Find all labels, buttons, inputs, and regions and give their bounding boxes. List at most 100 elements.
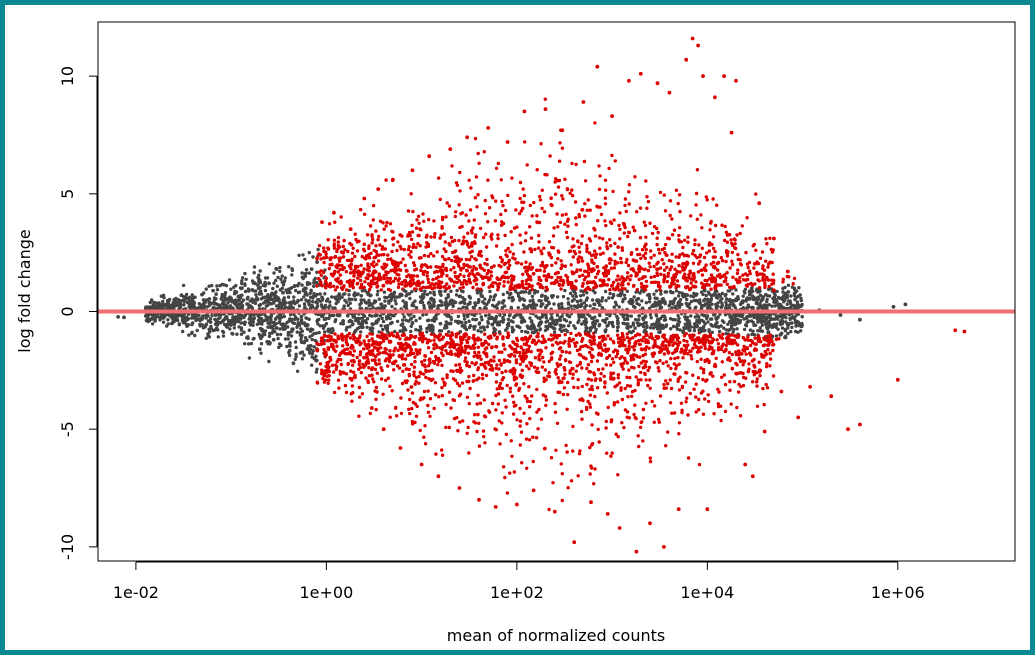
cloud-point: [730, 262, 735, 267]
cloud-point: [144, 318, 149, 323]
cloud-point: [253, 281, 257, 286]
cloud-point: [317, 270, 322, 274]
cloud-point: [753, 323, 758, 327]
cloud-point: [250, 306, 255, 311]
cloud-point: [221, 319, 225, 324]
cloud-point: [393, 329, 397, 334]
cloud-point: [494, 344, 498, 349]
cloud-point: [473, 196, 478, 200]
cloud-point: [741, 273, 745, 277]
cloud-point: [443, 326, 447, 330]
cloud-point: [620, 275, 624, 279]
cloud-point: [376, 306, 380, 310]
cloud-point: [243, 322, 247, 327]
cloud-point: [670, 411, 674, 415]
cloud-point: [533, 247, 537, 252]
cloud-point: [483, 297, 487, 301]
cloud-point: [724, 328, 729, 332]
cloud-point: [322, 330, 327, 334]
cloud-point: [553, 327, 557, 331]
cloud-point: [433, 393, 438, 397]
cloud-point: [515, 225, 519, 229]
cloud-point: [267, 262, 271, 266]
cloud-point: [187, 299, 192, 303]
cloud-point: [461, 305, 465, 309]
cloud-point: [200, 323, 204, 327]
cloud-point: [403, 357, 408, 361]
cloud-point: [408, 317, 413, 321]
cloud-point: [438, 236, 442, 240]
cloud-point: [528, 291, 532, 295]
cloud-point: [359, 330, 363, 334]
cloud-point: [590, 298, 595, 302]
cloud-point: [376, 238, 380, 242]
cloud-point: [552, 302, 556, 306]
cloud-point: [488, 289, 492, 294]
cloud-point: [760, 323, 765, 327]
cloud-point: [326, 238, 330, 242]
cloud-point: [613, 385, 617, 389]
cloud-point: [486, 320, 490, 324]
cloud-point: [467, 319, 471, 323]
cloud-point: [558, 363, 563, 367]
cloud-point: [473, 136, 478, 141]
cloud-point: [322, 246, 326, 250]
cloud-point: [388, 355, 393, 360]
cloud-point: [500, 370, 504, 375]
cloud-point: [377, 330, 381, 334]
cloud-point: [585, 249, 589, 254]
cloud-point: [557, 282, 562, 287]
cloud-point: [257, 276, 261, 281]
cloud-point: [542, 210, 547, 214]
cloud-point: [299, 327, 303, 331]
cloud-point: [583, 322, 588, 327]
cloud-point: [412, 263, 417, 268]
cloud-point: [689, 286, 693, 291]
cloud-point: [344, 300, 349, 304]
cloud-point: [159, 302, 163, 307]
cloud-point: [305, 293, 309, 297]
cloud-point: [566, 324, 571, 328]
cloud-point: [247, 328, 251, 332]
cloud-point: [561, 392, 566, 397]
cloud-point: [474, 175, 479, 179]
cloud-point: [406, 209, 411, 213]
cloud-point: [467, 258, 472, 262]
cloud-point: [585, 286, 589, 291]
cloud-point: [705, 198, 709, 202]
cloud-point: [251, 337, 255, 341]
cloud-point: [483, 347, 487, 351]
cloud-point: [510, 325, 514, 330]
cloud-point: [263, 300, 268, 304]
cloud-point: [754, 300, 759, 305]
cloud-point: [374, 385, 379, 390]
cloud-point: [344, 390, 349, 395]
cloud-point: [290, 300, 294, 304]
cloud-point: [295, 369, 300, 373]
cloud-point: [623, 287, 627, 291]
cloud-point: [307, 302, 312, 307]
cloud-point: [524, 260, 528, 264]
cloud-point: [479, 330, 483, 334]
cloud-point: [464, 257, 469, 262]
cloud-point: [660, 314, 664, 319]
cloud-point: [464, 327, 469, 332]
cloud-point: [692, 291, 696, 296]
cloud-point: [608, 257, 612, 261]
cloud-point: [520, 337, 524, 341]
cloud-point: [489, 283, 493, 287]
cloud-point: [787, 275, 791, 279]
cloud-point: [322, 341, 326, 346]
cloud-point: [184, 292, 189, 297]
cloud-point: [511, 320, 515, 324]
cloud-point: [255, 296, 259, 300]
cloud-point: [412, 373, 416, 378]
cloud-point: [789, 329, 793, 334]
cloud-point: [415, 274, 420, 278]
cloud-point: [486, 276, 491, 280]
cloud-point: [357, 359, 362, 364]
cloud-point: [745, 277, 750, 282]
cloud-point: [691, 295, 696, 299]
cloud-point: [461, 296, 465, 300]
cloud-point: [661, 297, 666, 302]
